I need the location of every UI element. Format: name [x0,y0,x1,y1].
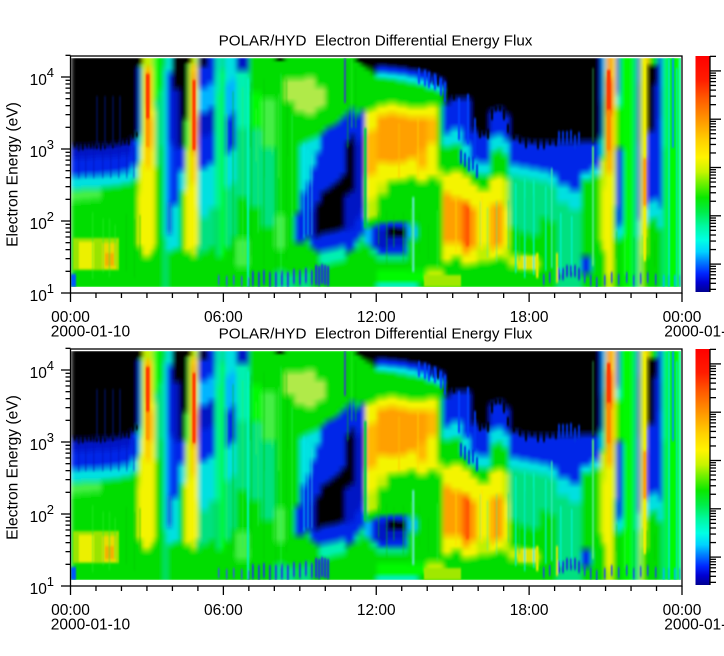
svg-text:10: 10 [30,144,48,161]
svg-text:10: 10 [30,288,48,305]
svg-text:Electron Energy (eV): Electron Energy (eV) [5,395,22,540]
svg-text:06:00: 06:00 [204,309,243,326]
svg-text:00:00: 00:00 [51,602,90,619]
svg-text:1: 1 [47,281,54,296]
svg-text:10: 10 [30,72,48,89]
svg-text:10: 10 [30,581,48,598]
svg-text:Electron Energy (eV): Electron Energy (eV) [5,102,22,247]
svg-text:2000-01-11: 2000-01-11 [664,616,724,633]
svg-text:18:00: 18:00 [510,602,549,619]
svg-text:2: 2 [47,502,54,517]
svg-text:2000-01-10: 2000-01-10 [51,323,131,340]
svg-text:18:00: 18:00 [510,309,549,326]
svg-text:4: 4 [47,65,54,80]
svg-text:06:00: 06:00 [204,602,243,619]
svg-text:10: 10 [30,365,48,382]
svg-text:00:00: 00:00 [51,309,90,326]
svg-text:3: 3 [47,137,54,152]
svg-text:POLAR/HYD Electron Differenti: POLAR/HYD Electron Differential Energy F… [219,33,533,50]
svg-text:12:00: 12:00 [357,309,396,326]
svg-text:12:00: 12:00 [357,602,396,619]
svg-text:POLAR/HYD Electron Differenti: POLAR/HYD Electron Differential Energy F… [219,326,533,343]
svg-text:00:00: 00:00 [663,309,702,326]
svg-text:2000-01-10: 2000-01-10 [51,616,131,633]
svg-text:10: 10 [30,509,48,526]
svg-text:4: 4 [47,358,54,373]
svg-text:2000-01-11: 2000-01-11 [664,323,724,340]
svg-text:3: 3 [47,430,54,445]
svg-text:2: 2 [47,209,54,224]
svg-text:00:00: 00:00 [663,602,702,619]
svg-text:1: 1 [47,574,54,589]
svg-text:10: 10 [30,437,48,454]
svg-text:10: 10 [30,216,48,233]
